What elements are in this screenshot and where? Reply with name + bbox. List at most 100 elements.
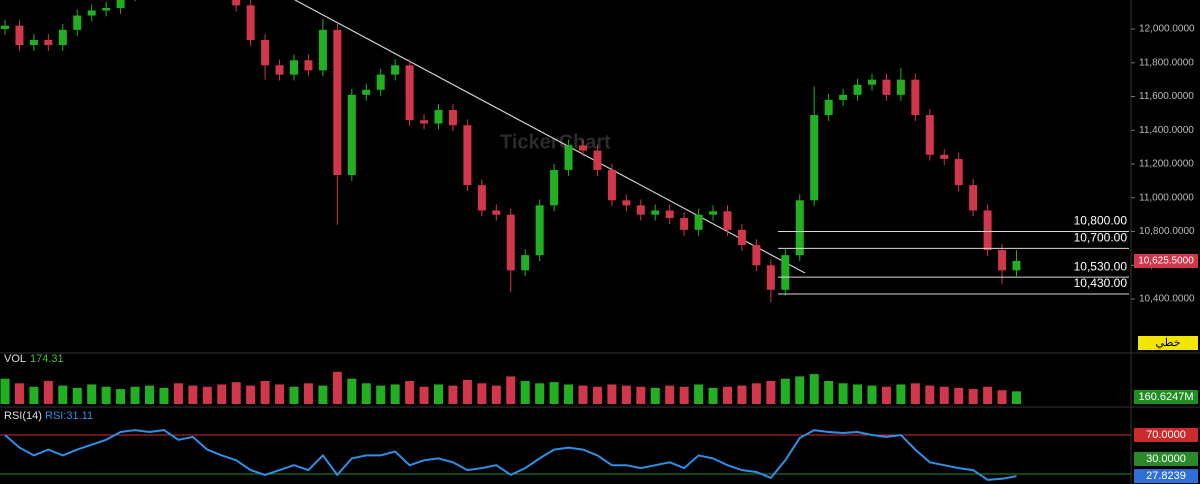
candle-body [102,7,111,11]
candle-body [275,65,284,75]
volume-bar [188,385,198,404]
last-price-box [1134,253,1198,268]
rsi-title: RSI(14) [4,410,42,422]
candle-body [954,158,963,186]
candle-body [391,65,400,75]
volume-bar [910,383,920,404]
candle-body [665,210,674,219]
y-tick-label: 10,800.0000 [1139,226,1195,237]
candle-body [376,74,385,90]
volume-bar [838,383,848,404]
volume-bar [318,385,328,404]
volume-bar [491,385,501,404]
volume-bar [853,384,863,404]
candle-body [723,211,732,230]
candle-body [44,39,53,46]
candle-body [1,25,9,30]
candle-body [477,185,486,211]
candle-body [521,255,530,271]
volume-bar [462,379,472,404]
candle-body [911,79,920,116]
candle-body [737,229,746,246]
volume-bar [419,386,429,404]
volume-bar [549,382,559,404]
volume-bar [434,384,443,404]
candle-body [448,110,457,126]
rsi-line [4,429,1017,481]
candle-body [318,29,327,71]
candle-body [506,214,515,271]
candle-body [839,94,848,100]
volume-bar [58,385,68,404]
candle-body [810,115,819,201]
rsi-level-label-box [1134,427,1198,442]
candle-body [622,200,631,206]
candle-body [246,5,255,40]
candle-body [58,29,67,46]
candle-body [998,250,1007,271]
volume-bar [809,374,819,404]
candle-body [694,214,703,230]
candles [1,0,1021,303]
candle-body [896,79,905,95]
candle-body [434,110,443,124]
volume-bar [72,387,82,404]
volume-bar [708,387,718,404]
candle-body [709,211,718,215]
y-tick-label: 11,000.0000 [1139,192,1194,203]
candle-body [781,255,790,290]
y-tick-label: 11,800.0000 [1139,57,1194,68]
candle-body [607,169,616,201]
volume-bar [289,386,299,404]
candle-body [925,115,934,155]
volume-bar [896,384,906,404]
volume-bar [983,386,993,404]
volume-bar [636,386,646,404]
candle-body [593,150,602,170]
volume-bar [275,384,285,404]
y-tick-label: 11,600.0000 [1139,91,1194,102]
volume-bar [405,381,415,404]
badge: خطي [1156,337,1181,349]
volume-bar [737,385,747,404]
volume-bar [925,385,935,404]
candle-body [15,25,24,46]
rsi-last: 27.8239 [1146,470,1186,482]
volume-bar [535,383,545,404]
candle-body [492,210,501,215]
volume-bar [723,386,732,404]
rsi-level-label: 70.0000 [1146,429,1186,441]
candle-body [882,79,891,95]
candle-body [853,84,862,95]
volume-bar [217,384,227,404]
candle-body [969,185,978,211]
volume-bar [29,386,39,404]
rsi-last-box [1134,469,1198,484]
volume-bar [881,386,891,404]
candle-body [766,265,775,290]
level-label: 10,430.00 [1074,276,1128,290]
candle-body [651,210,660,215]
volume-bar [101,386,111,404]
volume-bar [751,383,761,404]
volume-bar [939,386,949,404]
candle-body [73,15,82,30]
volume-title: VOL [4,353,26,365]
volume-bar [43,381,53,404]
volume-bar [303,383,313,404]
volume-bar [867,385,877,404]
candle-body [824,99,833,116]
candle-body [535,205,544,256]
volume-bar [231,382,241,404]
volume-bar [0,378,10,404]
volume-bar [448,385,458,404]
volume-bar [390,384,400,404]
level-label: 10,700.00 [1074,231,1128,245]
volume-last: 160.6247M [1138,391,1193,403]
volume-bar [621,385,631,404]
volume-bar [159,387,169,404]
volume-bar [506,376,516,404]
candle-body [116,0,125,8]
